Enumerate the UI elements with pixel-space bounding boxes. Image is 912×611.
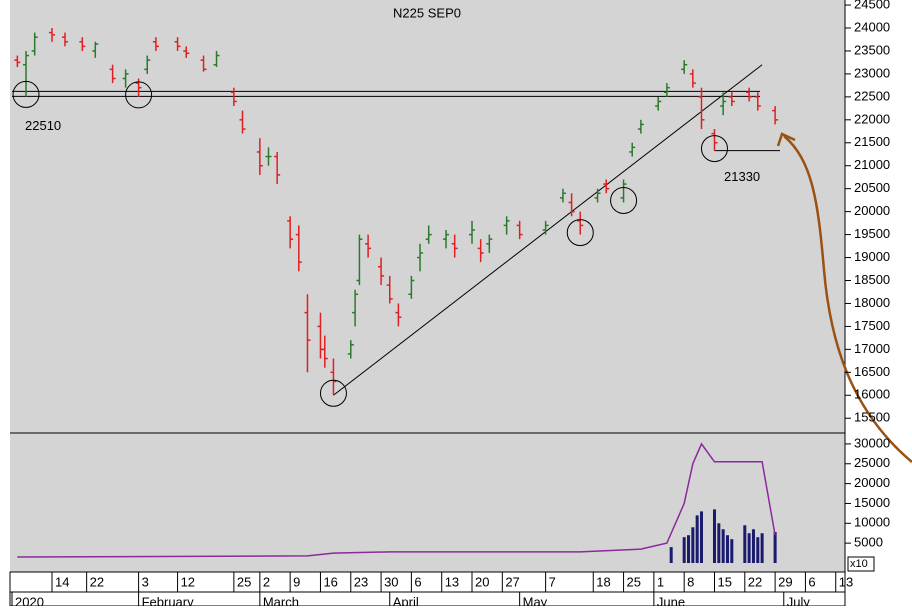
open-interest-line (17, 442, 776, 558)
volume-bar (687, 535, 691, 563)
y-tick-label: 24500 (854, 0, 890, 11)
volume-bar (743, 525, 747, 563)
circle-marker (566, 219, 594, 247)
x-tick-label: 2 (263, 574, 270, 589)
y-tick-label: 19000 (854, 249, 890, 264)
y-tick-label: 10000 (854, 515, 890, 530)
month-label: June (657, 594, 685, 606)
y-tick-label: 20000 (854, 475, 890, 490)
circle-marker (319, 379, 347, 407)
y-tick-label: 21000 (854, 157, 890, 172)
arrow (783, 135, 912, 463)
x-tick-label: 22 (90, 574, 104, 589)
y-tick-label: 18000 (854, 295, 890, 310)
x-tick-label: 29 (778, 574, 792, 589)
x-tick-label: 6 (808, 574, 815, 589)
y-tick-label: 25000 (854, 455, 890, 470)
y-tick-label: 24000 (854, 19, 890, 34)
circle-marker (12, 80, 40, 108)
x-tick-label: 27 (505, 574, 519, 589)
volume-bar (721, 529, 725, 563)
volume-bar (751, 529, 755, 563)
month-label: May (523, 594, 548, 606)
volume-bar (747, 533, 751, 563)
y-tick-label: 20500 (854, 180, 890, 195)
x-tick-label: 6 (414, 574, 421, 589)
y-tick-label: 22000 (854, 111, 890, 126)
y-tick-label: 16500 (854, 364, 890, 379)
x-tick-label: 22 (748, 574, 762, 589)
scale-box (847, 556, 875, 572)
month-label: April (393, 594, 419, 606)
x-tick-label: 12 (181, 574, 195, 589)
volume-bar (756, 537, 760, 563)
volume-bar (700, 511, 703, 563)
x-tick-label: 25 (627, 574, 641, 589)
circle-marker (125, 81, 153, 109)
chart-title: N225 SEP0 (393, 5, 461, 20)
volume-bar (773, 532, 777, 563)
x-tick-label: 13 (839, 574, 853, 589)
volume-bar (725, 535, 729, 563)
y-tick-label: 17500 (854, 318, 890, 333)
y-tick-label: 16000 (854, 387, 890, 402)
y-tick-label: 15500 (854, 410, 890, 425)
month-label: February (142, 594, 195, 606)
x-tick-label: 14 (55, 574, 69, 589)
arrow-head (776, 132, 796, 147)
y-tick-label: 21500 (854, 134, 890, 149)
x-tick-label: 13 (445, 574, 459, 589)
volume-bar (712, 509, 716, 563)
volume-bar (682, 537, 686, 563)
y-tick-label: 15000 (854, 495, 890, 510)
volume-bar (760, 533, 764, 563)
y-tick-label: 23500 (854, 42, 890, 57)
x-tick-label: 1 (657, 574, 664, 589)
y-tick-label: 17000 (854, 341, 890, 356)
x-tick-label: 25 (237, 574, 251, 589)
x-axis-band (9, 571, 846, 607)
y-tick-label: 23000 (854, 65, 890, 80)
x-tick-label: 20 (475, 574, 489, 589)
x-tick-label: 16 (323, 574, 337, 589)
y-tick-label: 18500 (854, 272, 890, 287)
scale-label: x10 (850, 558, 868, 570)
x-tick-label: 23 (354, 574, 368, 589)
y-tick-label: 19500 (854, 226, 890, 241)
y-tick-label: 20000 (854, 203, 890, 218)
x-tick-label: 9 (293, 574, 300, 589)
circle-marker (610, 186, 638, 214)
x-tick-label: 15 (717, 574, 731, 589)
month-label: March (263, 594, 299, 606)
y-tick-label: 22500 (854, 88, 890, 103)
x-tick-label: 7 (549, 574, 556, 589)
month-label: July (787, 594, 811, 606)
volume-bar (695, 515, 699, 563)
plot-background (10, 0, 845, 572)
month-label: 2020 (15, 594, 44, 606)
x-tick-label: 8 (687, 574, 694, 589)
volume-bar (691, 527, 695, 563)
x-tick-label: 18 (596, 574, 610, 589)
x-tick-label: 30 (384, 574, 398, 589)
x-tick-label: 3 (142, 574, 149, 589)
y-tick-label: 30000 (854, 435, 890, 450)
trendline (333, 64, 763, 396)
level-label: 21330 (724, 169, 760, 184)
level-label: 22510 (25, 118, 61, 133)
volume-bar (730, 539, 734, 563)
y-tick-label: 5000 (854, 535, 883, 550)
circle-marker (700, 135, 728, 163)
volume-bar (717, 523, 721, 563)
volume-bar (669, 547, 673, 563)
